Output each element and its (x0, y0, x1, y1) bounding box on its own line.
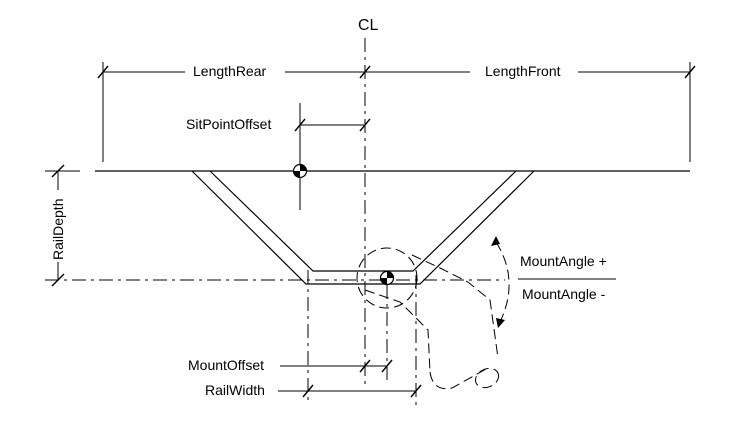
tick-mark (359, 65, 371, 79)
tick-mark (381, 359, 393, 373)
rail-width-label: RailWidth (205, 382, 265, 398)
mounted-part-bottom (429, 367, 489, 390)
mount-angle-indicator: MountAngle + MountAngle - (491, 236, 616, 328)
tick-mark (410, 384, 422, 398)
mount-circle (356, 247, 418, 309)
tick-mark (359, 359, 371, 373)
mount-offset-label: MountOffset (188, 357, 264, 373)
arrowhead-up (491, 236, 500, 246)
mounted-part-end (474, 367, 500, 389)
rail-frame (191, 170, 535, 285)
mounted-part (364, 254, 500, 390)
rail-frame-inner (209, 170, 517, 272)
rail-frame-outer (191, 170, 535, 285)
arrowhead-down (496, 318, 505, 328)
mounted-part-outline-lower (364, 289, 431, 373)
mount-angle-arc (495, 241, 510, 323)
length-dimension: LengthRear LengthFront (97, 63, 696, 79)
sit-point-offset-dimension: SitPointOffset (186, 116, 371, 132)
sit-point-offset-label: SitPointOffset (186, 116, 271, 132)
tick-mark (302, 384, 314, 398)
mount-angle-plus-label: MountAngle + (520, 253, 607, 269)
length-rear-label: LengthRear (193, 63, 267, 79)
mount-angle-minus-label: MountAngle - (522, 286, 606, 302)
mounted-part-outline-upper (411, 254, 499, 359)
rail-width-dimension: RailWidth (205, 382, 422, 398)
tick-mark (51, 164, 65, 178)
centerline-symbol: CL (358, 17, 379, 34)
tick-mark (359, 118, 371, 132)
length-front-label: LengthFront (485, 63, 561, 79)
rail-depth-dimension: RailDepth (50, 164, 66, 287)
mount-offset-dimension: MountOffset (188, 357, 393, 373)
sit-point-symbol (292, 163, 308, 179)
tick-mark (51, 273, 65, 287)
mount-point-symbol (379, 270, 395, 286)
rail-depth-label: RailDepth (50, 199, 66, 260)
centerline-label: CL (358, 17, 379, 34)
